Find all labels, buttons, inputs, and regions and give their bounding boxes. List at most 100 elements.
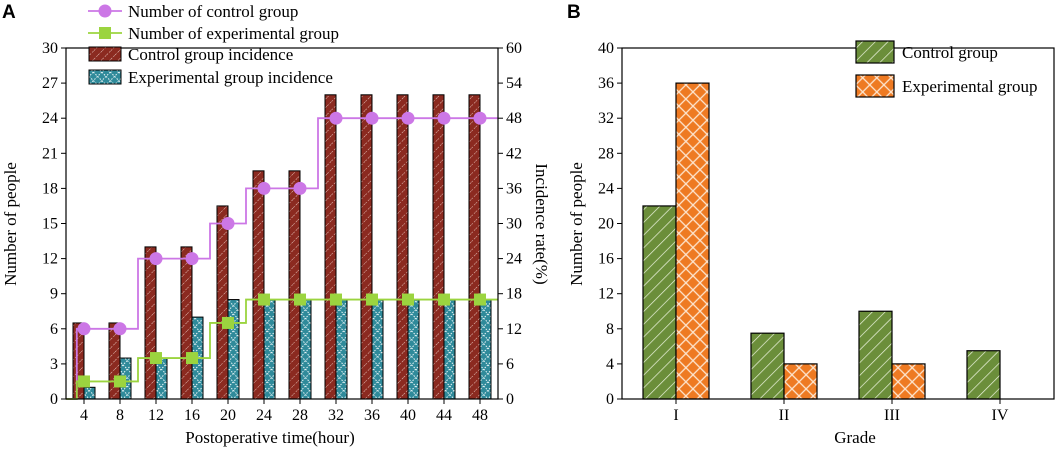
experimental-group-bar	[675, 82, 710, 400]
y-tick-label: 15	[42, 216, 58, 233]
y2-tick-label: 36	[506, 180, 522, 197]
panel-b-legend: Control group Experimental group	[855, 40, 1038, 98]
control-group-bar	[858, 310, 893, 400]
y-tick-label: 12	[42, 251, 58, 268]
control-incidence-bar	[144, 246, 157, 400]
y-tick-label: 18	[42, 180, 58, 197]
experimental-number-point	[330, 293, 342, 306]
y2-tick-label: 48	[506, 110, 522, 127]
y-tick-label: 6	[50, 321, 58, 338]
x-tick-label: 12	[148, 407, 164, 424]
legend-control-incidence-label: Control group incidence	[128, 45, 293, 64]
x-tick-label: 28	[292, 407, 308, 424]
control-group-bar	[966, 350, 1001, 400]
x-tick-label: III	[884, 407, 900, 424]
panel-a-letter: A	[2, 2, 16, 23]
experimental-number-point	[366, 293, 378, 306]
experimental-number-point	[78, 375, 90, 388]
experimental-number-point	[258, 293, 270, 306]
x-tick-label: 16	[184, 407, 200, 424]
experimental-number-point	[294, 293, 306, 306]
y-tick-label: 24	[42, 110, 58, 127]
y-tick-label: 40	[598, 40, 614, 57]
panel-b-xlabel: Grade	[834, 428, 876, 447]
legend-experimental-group-swatch	[855, 74, 895, 98]
y-tick-label: 20	[598, 216, 614, 233]
control-number-point	[77, 322, 91, 336]
control-number-point	[257, 181, 271, 195]
x-tick-label: 24	[256, 407, 272, 424]
panel-b-ylabel: Number of people	[567, 162, 586, 286]
control-number-point	[473, 111, 487, 125]
experimental-incidence-bar	[83, 386, 96, 400]
y-tick-label: 32	[598, 110, 614, 127]
control-number-point	[221, 217, 235, 230]
experimental-incidence-bar	[371, 299, 384, 400]
x-tick-label: 48	[472, 407, 488, 424]
experimental-incidence-bar	[407, 299, 420, 400]
control-number-point	[149, 252, 163, 266]
experimental-incidence-bar	[299, 299, 312, 400]
x-tick-label: 32	[328, 407, 344, 424]
control-incidence-bar	[252, 170, 265, 400]
control-number-point	[293, 181, 307, 195]
experimental-incidence-bar	[227, 299, 240, 400]
control-incidence-bar	[432, 94, 445, 400]
legend-control-number-label: Number of control group	[128, 2, 298, 21]
x-tick-label: 8	[116, 407, 124, 424]
experimental-number-point	[114, 375, 126, 388]
experimental-group-bar	[891, 363, 926, 400]
legend-experimental-incidence-label: Experimental group incidence	[128, 68, 333, 87]
x-tick-label: II	[779, 407, 790, 424]
control-group-bar	[642, 205, 677, 400]
control-group-bar	[750, 332, 785, 400]
y-tick-label: 24	[598, 180, 614, 197]
y2-tick-label: 6	[506, 356, 514, 373]
control-number-point	[437, 111, 451, 125]
x-tick-label: IV	[992, 407, 1009, 424]
x-tick-label: 44	[436, 407, 452, 424]
y2-tick-label: 24	[506, 251, 522, 268]
y-tick-label: 30	[42, 40, 58, 57]
experimental-incidence-bar	[479, 299, 492, 400]
panel-b-bars	[642, 82, 1001, 400]
panel-a-y2label: Incidence rate(%)	[532, 163, 551, 284]
experimental-group-bar	[783, 363, 818, 400]
control-incidence-bar	[180, 246, 193, 400]
y-tick-label: 16	[598, 251, 614, 268]
panel-a: A 4 8 12 16 20 24 28 32 36 40 44 480369121518212427…	[1, 2, 551, 447]
control-incidence-bar	[216, 205, 229, 400]
panel-a-legend: Number of control group Number of experi…	[88, 2, 339, 87]
control-incidence-bar	[468, 94, 481, 400]
experimental-incidence-bar	[335, 299, 348, 400]
experimental-incidence-bar	[263, 299, 276, 400]
y2-tick-label: 30	[506, 216, 522, 233]
panel-a-axes: 4 8 12 16 20 24 28 32 36 40 44 48036912151821242730…	[42, 40, 522, 424]
experimental-incidence-bar	[155, 357, 168, 400]
legend-experimental-incidence-swatch	[88, 69, 122, 85]
legend-experimental-number-marker	[99, 27, 111, 39]
control-incidence-bar	[288, 170, 301, 400]
y2-tick-label: 12	[506, 321, 522, 338]
experimental-incidence-bar	[443, 299, 456, 400]
y2-tick-label: 60	[506, 40, 522, 57]
x-tick-label: I	[673, 407, 678, 424]
panel-b-letter: B	[567, 2, 581, 23]
legend-control-incidence-swatch	[88, 46, 122, 62]
panel-a-xlabel: Postoperative time(hour)	[185, 428, 355, 447]
y-tick-label: 28	[598, 145, 614, 162]
legend-control-number-marker	[98, 4, 112, 18]
y-tick-label: 3	[50, 356, 58, 373]
panel-a-ylabel: Number of people	[1, 162, 20, 286]
control-number-point	[329, 111, 343, 125]
legend-control-group-swatch	[855, 40, 895, 64]
legend-experimental-number-label: Number of experimental group	[128, 24, 339, 43]
y2-tick-label: 18	[506, 286, 522, 303]
x-tick-label: 40	[400, 407, 416, 424]
y-tick-label: 0	[606, 391, 614, 408]
experimental-number-point	[222, 316, 234, 329]
x-tick-label: 20	[220, 407, 236, 424]
control-number-point	[365, 111, 379, 125]
